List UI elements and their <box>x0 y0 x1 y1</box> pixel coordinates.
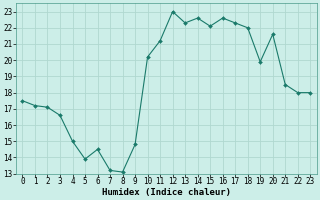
X-axis label: Humidex (Indice chaleur): Humidex (Indice chaleur) <box>102 188 231 197</box>
